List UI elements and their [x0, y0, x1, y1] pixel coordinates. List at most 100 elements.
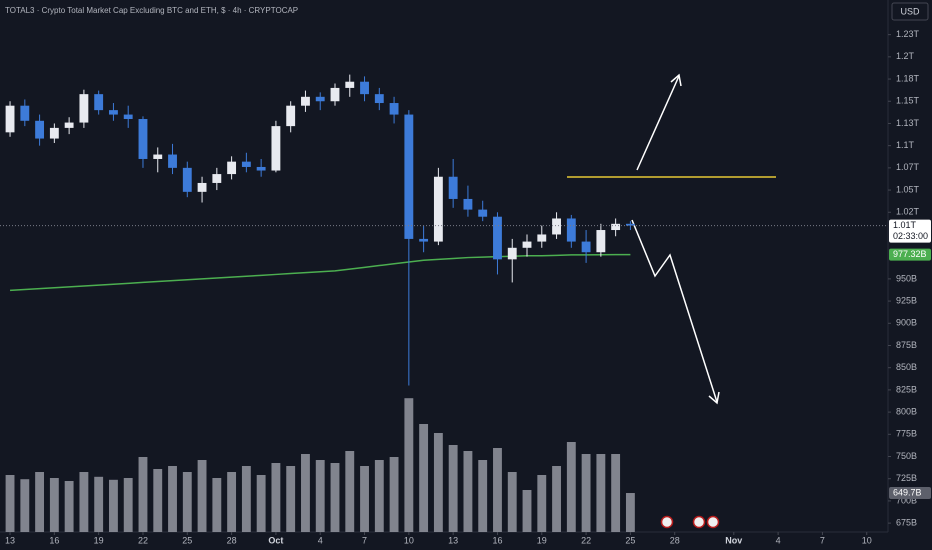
y-tick-label: 900B: [896, 318, 917, 328]
y-tick-label: 825B: [896, 384, 917, 394]
volume-bar: [94, 476, 104, 532]
last-price-box: [889, 219, 931, 243]
volume-bar: [212, 478, 222, 532]
candle-body: [433, 176, 443, 242]
candle-body: [463, 198, 473, 210]
ma-price-box: [889, 248, 931, 261]
y-tick-label: 700B: [896, 495, 917, 505]
candle-body: [596, 230, 606, 253]
candle-body: [315, 96, 325, 102]
candle-body: [552, 218, 561, 235]
volume-bar: [197, 460, 207, 532]
volume-bar: [463, 451, 473, 532]
volume-bar: [625, 493, 635, 532]
candle-body: [227, 161, 237, 175]
candle-body: [419, 238, 429, 242]
x-tick-label: Nov: [725, 535, 742, 545]
volume-bar: [227, 472, 237, 532]
volume-bar: [241, 466, 251, 532]
y-tick-label: 1.2T: [896, 51, 915, 61]
volume-bar: [301, 454, 310, 532]
volume-bar: [123, 478, 133, 532]
candle-body: [566, 218, 576, 242]
candle-body: [109, 110, 118, 115]
candle-body: [64, 122, 74, 128]
volume-bar: [330, 463, 340, 532]
volume-bar: [286, 466, 296, 532]
y-tick-label: 775B: [896, 429, 917, 439]
x-tick-label: 28: [227, 535, 237, 545]
x-tick-label: 19: [537, 535, 547, 545]
x-tick-label: 25: [182, 535, 192, 545]
volume-bar: [448, 445, 458, 532]
volume-bar: [581, 454, 591, 532]
y-tick-label: 950B: [896, 273, 917, 283]
candle-body: [5, 105, 15, 133]
currency-label[interactable]: USD: [900, 6, 920, 16]
y-tick-label: 925B: [896, 295, 917, 305]
x-tick-label: 22: [138, 535, 148, 545]
event-icons[interactable]: [660, 515, 720, 529]
candle-body: [625, 223, 635, 226]
volume-bar: [433, 433, 443, 532]
volume-bar: [138, 457, 148, 532]
volume-bar: [182, 472, 192, 532]
volume-bar: [35, 472, 45, 532]
candle-body: [374, 94, 384, 104]
volume-bar: [374, 460, 384, 532]
volume-bar: [79, 472, 89, 532]
x-tick-label: 4: [776, 535, 781, 545]
x-tick-label: 7: [362, 535, 367, 545]
candle-body: [123, 114, 133, 120]
candle-body: [360, 81, 369, 95]
candle-body: [182, 167, 192, 192]
candle-body: [493, 216, 502, 260]
y-tick-label: 1.05T: [896, 184, 920, 194]
candle-body: [448, 176, 458, 199]
volume-bar: [168, 466, 177, 532]
x-tick-label: 7: [820, 535, 825, 545]
y-tick-label: 675B: [896, 517, 917, 527]
x-tick-label: 16: [49, 535, 59, 545]
y-tick-label: 725B: [896, 473, 917, 483]
x-tick-label: 19: [94, 535, 104, 545]
candle-body: [212, 174, 222, 183]
candle-body: [404, 114, 414, 239]
x-tick-label: 4: [318, 535, 323, 545]
volume-bar: [537, 475, 547, 532]
volume-bar: [389, 457, 399, 532]
volume-bar: [596, 454, 606, 532]
candle-body: [168, 154, 177, 168]
y-tick-label: 800B: [896, 406, 917, 416]
candle-body: [478, 209, 488, 217]
volume-bar: [109, 479, 118, 532]
candle-body: [94, 94, 104, 111]
candle-body: [537, 234, 547, 242]
volume-bar: [271, 463, 281, 532]
candle-body: [153, 154, 163, 159]
volume-bar: [522, 490, 532, 532]
volume-bar: [566, 442, 576, 532]
volume-bar: [507, 472, 517, 532]
ma-price-label: 977.32B: [893, 249, 927, 259]
volume-bar: [20, 479, 30, 532]
volume-bar: [315, 460, 325, 532]
volume-bar: [153, 469, 163, 532]
volume-bar: [64, 481, 74, 532]
volume-bar: [345, 451, 355, 532]
currency-box[interactable]: [891, 2, 929, 21]
y-tick-label: 1.1T: [896, 140, 915, 150]
candle-body: [271, 126, 281, 171]
x-tick-label: 25: [625, 535, 635, 545]
x-tick-label: 16: [492, 535, 502, 545]
volume-bar: [256, 475, 266, 532]
candle-body: [522, 241, 532, 248]
volume-price-box: [889, 487, 931, 500]
volume-bar: [419, 424, 429, 532]
volume-bar: [478, 460, 488, 532]
x-tick-label: 10: [862, 535, 872, 545]
volume-bar: [404, 398, 414, 532]
candle-body: [507, 247, 517, 260]
candle-body: [330, 87, 340, 102]
